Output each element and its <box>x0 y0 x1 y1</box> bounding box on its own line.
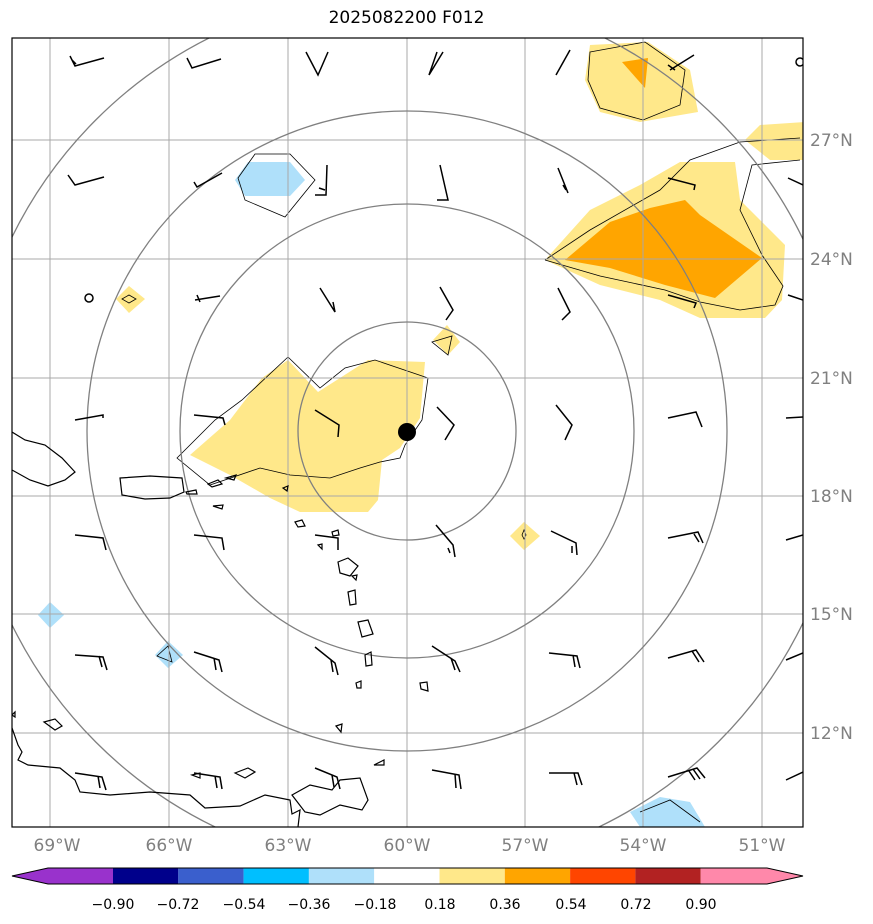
island-15 <box>419 681 429 692</box>
colorbar-segment <box>374 868 440 884</box>
yellow-region-central <box>190 360 425 512</box>
lat-label: 12°N <box>810 724 853 744</box>
yellow-region-northeast-edge <box>745 122 803 160</box>
island-14 <box>355 680 362 689</box>
island-18 <box>12 710 16 719</box>
lon-label: 54°W <box>620 836 667 856</box>
map-frame <box>11 37 804 828</box>
lat-labels: 27°N 24°N 21°N 18°N 15°N 12°N <box>810 131 853 744</box>
colorbar-tick-label: 0.90 <box>685 897 716 913</box>
colorbar-segment <box>178 868 244 884</box>
colorbar-segment <box>243 868 309 884</box>
contour-diamond-south <box>521 528 527 540</box>
island-4 <box>212 504 224 510</box>
colorbar-tick-label: −0.72 <box>157 897 200 913</box>
colorbar-segment <box>570 868 636 884</box>
colorbar-labels: −0.90 −0.72 −0.54 −0.36 −0.18 0.18 0.36 … <box>92 897 717 913</box>
range-ring-4 <box>12 38 803 827</box>
yellow-region-small-west <box>116 286 145 313</box>
island-20 <box>233 767 257 779</box>
colorbar-segment <box>700 868 767 884</box>
island-7 <box>316 543 323 551</box>
island-6 <box>294 519 306 528</box>
lon-label: 51°W <box>739 836 786 856</box>
colorbar-tick-label: 0.72 <box>620 897 651 913</box>
lat-label: 21°N <box>810 369 853 389</box>
coastline-hispaniola <box>12 431 76 487</box>
colorbar-extend-high <box>767 868 803 884</box>
colorbar-segment <box>635 868 701 884</box>
orange-region-top <box>622 58 648 88</box>
storm-center-marker <box>398 423 416 441</box>
lon-labels: 69°W 66°W 63°W 60°W 57°W 54°W 51°W <box>34 836 786 856</box>
coastlines <box>12 431 429 827</box>
coastline-puerto-rico <box>119 475 185 500</box>
island-9 <box>337 557 359 577</box>
island-1 <box>185 489 198 495</box>
island-2 <box>206 479 224 488</box>
lat-label: 18°N <box>810 487 853 507</box>
wind-barbs <box>67 49 803 791</box>
lon-label: 63°W <box>265 836 312 856</box>
range-ring-2 <box>179 203 635 659</box>
colorbar-segment <box>113 868 179 884</box>
colorbar-tick-label: 0.36 <box>489 897 520 913</box>
island-10 <box>350 574 358 582</box>
contour-blue-north <box>237 153 316 218</box>
contour-diamond-west <box>121 294 137 304</box>
map-plot-area <box>12 38 803 827</box>
calm-circle-2 <box>795 57 803 67</box>
colorbar-tick-label: 0.18 <box>424 897 455 913</box>
colorbar-tick-label: 0.54 <box>555 897 586 913</box>
colorbar-outline <box>11 867 804 885</box>
colorbar-extend-low <box>12 868 48 884</box>
contour-top <box>587 41 686 121</box>
island-11 <box>347 589 357 606</box>
blue-region-west <box>38 602 64 628</box>
colorbar-segment <box>48 868 113 884</box>
colorbar-tick-label: −0.90 <box>92 897 135 913</box>
contour-blue-southeast <box>639 799 701 823</box>
colorbar <box>11 867 804 885</box>
island-17 <box>42 718 63 731</box>
coastline-south-america <box>12 727 301 827</box>
contour-small <box>431 335 453 356</box>
lat-label: 27°N <box>810 131 853 151</box>
lon-label: 66°W <box>146 836 193 856</box>
lon-label: 69°W <box>34 836 81 856</box>
contour-blue-southwest <box>156 645 173 663</box>
island-3 <box>223 474 238 481</box>
range-ring-3 <box>86 110 728 752</box>
calm-circle-1 <box>84 293 94 303</box>
colorbar-segment <box>439 868 505 884</box>
colorbar-segment <box>308 868 375 884</box>
lon-label: 60°W <box>384 836 431 856</box>
island-21 <box>291 777 369 816</box>
orange-region-northeast <box>565 200 762 298</box>
range-rings <box>12 38 803 827</box>
island-8 <box>331 529 340 537</box>
colorbar-tick-label: −0.54 <box>223 897 266 913</box>
colorbar-tick-label: −0.36 <box>288 897 331 913</box>
island-13 <box>364 651 373 667</box>
map-title: 2025082200 F012 <box>328 8 485 28</box>
lon-label: 57°W <box>502 836 549 856</box>
colorbar-segment <box>504 868 571 884</box>
island-5 <box>281 485 289 493</box>
range-ring-1 <box>297 321 517 541</box>
colorbar-tick-label: −0.18 <box>354 897 397 913</box>
lat-label: 24°N <box>810 250 853 270</box>
blue-region-southeast <box>630 797 705 827</box>
island-12 <box>357 619 374 638</box>
island-16 <box>334 723 343 734</box>
yellow-region-small <box>433 325 460 355</box>
gridlines <box>12 38 803 827</box>
lat-label: 15°N <box>810 605 853 625</box>
island-22 <box>373 759 385 766</box>
